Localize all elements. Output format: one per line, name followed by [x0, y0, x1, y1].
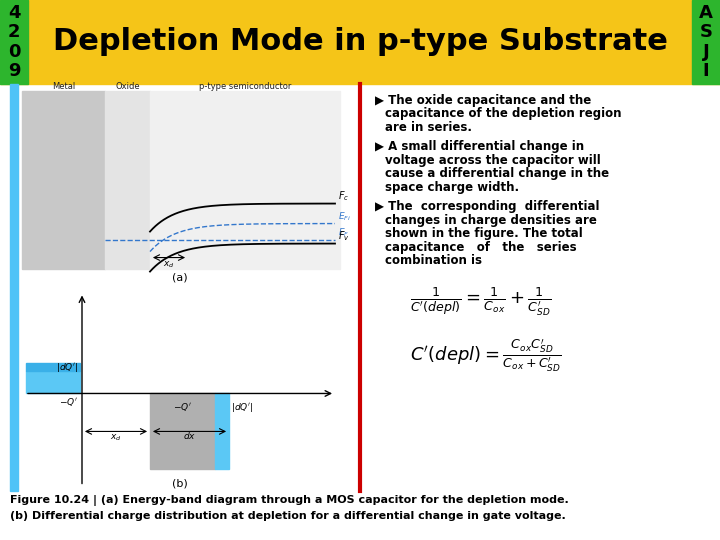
Text: Figure 10.24 | (a) Energy-band diagram through a MOS capacitor for the depletion: Figure 10.24 | (a) Energy-band diagram t… — [10, 495, 569, 521]
Text: A
S
J
I: A S J I — [699, 4, 713, 80]
Bar — [26, 363, 80, 372]
Text: voltage across the capacitor will: voltage across the capacitor will — [385, 154, 600, 167]
Bar — [0, 0, 28, 84]
Bar — [22, 91, 105, 268]
Text: combination is: combination is — [385, 254, 482, 267]
Text: (b): (b) — [172, 478, 188, 488]
Text: $\frac{1}{C^{\prime}(depl)} = \frac{1}{C_{ox}} + \frac{1}{C^{\prime}_{SD}}$: $\frac{1}{C^{\prime}(depl)} = \frac{1}{C… — [410, 286, 552, 318]
Bar — [692, 0, 720, 84]
Text: ▶ A small differential change in: ▶ A small differential change in — [375, 140, 584, 153]
Bar — [150, 91, 340, 268]
Text: Metal: Metal — [52, 82, 75, 91]
Bar — [105, 91, 150, 268]
Bar — [150, 394, 215, 469]
Text: $|dQ'|$: $|dQ'|$ — [231, 401, 253, 415]
Bar — [10, 84, 18, 491]
Bar — [215, 394, 229, 469]
Text: $E_F$: $E_F$ — [338, 226, 349, 239]
Text: shown in the figure. The total: shown in the figure. The total — [385, 227, 582, 240]
Text: $x_d$: $x_d$ — [163, 260, 175, 270]
Text: $-Q'$: $-Q'$ — [59, 396, 78, 408]
Text: ▶ The oxide capacitance and the: ▶ The oxide capacitance and the — [375, 94, 591, 107]
Text: 4
2
0
9: 4 2 0 9 — [8, 4, 20, 80]
Bar — [0, 84, 720, 491]
Text: capacitance of the depletion region: capacitance of the depletion region — [385, 107, 621, 120]
Text: $F_c$: $F_c$ — [338, 189, 349, 202]
Bar — [26, 372, 80, 394]
Text: p-type semiconductor: p-type semiconductor — [199, 82, 291, 91]
Text: $dx$: $dx$ — [183, 430, 196, 441]
Text: $F_v$: $F_v$ — [338, 229, 350, 242]
Text: $E_{Fi}$: $E_{Fi}$ — [338, 210, 351, 222]
Text: capacitance   of   the   series: capacitance of the series — [385, 241, 577, 254]
Text: Depletion Mode in p-type Substrate: Depletion Mode in p-type Substrate — [53, 28, 667, 56]
Text: cause a differential change in the: cause a differential change in the — [385, 167, 609, 180]
Text: (a): (a) — [172, 273, 188, 282]
Bar — [0, 0, 720, 84]
Text: $-Q'$: $-Q'$ — [173, 401, 192, 414]
Text: space charge width.: space charge width. — [385, 181, 519, 194]
Text: $C^{\prime}(depl) = \frac{C_{ox}C^{\prime}_{SD}}{C_{ox} + C^{\prime}_{SD}}$: $C^{\prime}(depl) = \frac{C_{ox}C^{\prim… — [410, 338, 562, 374]
Bar — [0, 491, 720, 540]
Text: changes in charge densities are: changes in charge densities are — [385, 214, 597, 227]
Text: $|dQ'|$: $|dQ'|$ — [55, 361, 78, 374]
Text: ▶ The  corresponding  differential: ▶ The corresponding differential — [375, 200, 600, 213]
Text: Oxide: Oxide — [115, 82, 140, 91]
Text: are in series.: are in series. — [385, 121, 472, 134]
Text: $x_d$: $x_d$ — [110, 433, 122, 443]
